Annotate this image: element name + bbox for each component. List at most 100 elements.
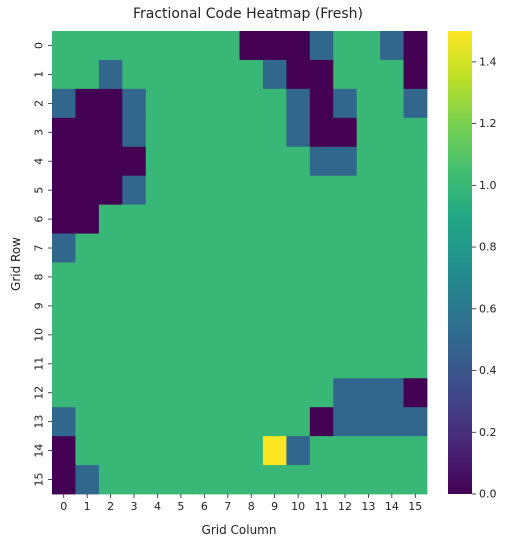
heatmap-cell	[98, 146, 123, 177]
heatmap-cell	[98, 117, 123, 148]
x-tick-label: 4	[154, 500, 161, 513]
heatmap-cell	[239, 175, 264, 206]
heatmap-cell	[122, 262, 147, 292]
heatmap-cell	[216, 291, 240, 321]
heatmap-cell	[145, 262, 170, 292]
heatmap-cell	[309, 262, 334, 292]
x-tick-label: 10	[291, 500, 305, 513]
x-tick-label: 9	[271, 500, 278, 513]
heatmap-cell	[380, 59, 404, 90]
y-tick-label: 8	[33, 273, 46, 280]
heatmap-cell	[380, 465, 404, 495]
x-tick-label: 15	[408, 500, 422, 513]
heatmap-cell	[403, 436, 428, 466]
heatmap-cell	[75, 407, 100, 437]
heatmap-cell	[286, 204, 311, 234]
heatmap-cell	[356, 204, 381, 234]
heatmap-cell	[333, 378, 358, 408]
x-axis-ticks: 0 1 2 3 4 5 6 7 8 9 10 11 12 13 14 15	[60, 494, 422, 513]
heatmap-cell	[403, 262, 428, 292]
heatmap-cell	[380, 204, 404, 234]
y-tick-label: 0	[33, 42, 46, 49]
heatmap-cell	[286, 59, 311, 90]
heatmap-cell	[75, 262, 100, 292]
heatmap-cell	[403, 175, 428, 206]
heatmap-cell	[262, 59, 287, 90]
heatmap-cell	[98, 233, 123, 263]
heatmap-cell	[216, 349, 240, 379]
heatmap-cell	[380, 349, 404, 379]
heatmap-cell	[169, 88, 194, 119]
heatmap-cell	[239, 262, 264, 292]
heatmap-cell	[169, 175, 194, 206]
heatmap-cell	[75, 146, 100, 177]
colorbar-tick-label: 0.2	[479, 426, 497, 439]
heatmap-cell	[75, 88, 100, 119]
heatmap-cell	[333, 262, 358, 292]
heatmap-cell	[192, 262, 217, 292]
heatmap-cell	[216, 59, 240, 90]
heatmap-cell	[356, 378, 381, 408]
heatmap-cell	[192, 407, 217, 437]
heatmap-cell	[75, 59, 100, 90]
heatmap-cell	[169, 320, 194, 350]
chart-title: Fractional Code Heatmap (Fresh)	[133, 6, 363, 22]
heatmap-cells	[52, 31, 428, 495]
heatmap-cell	[122, 233, 147, 263]
heatmap-cell	[75, 31, 100, 61]
heatmap-cell	[98, 262, 123, 292]
heatmap-cell	[52, 31, 76, 61]
y-tick-label: 9	[33, 302, 46, 309]
heatmap-cell	[286, 465, 311, 495]
heatmap-cell	[145, 233, 170, 263]
heatmap-cell	[309, 436, 334, 466]
heatmap-cell	[192, 436, 217, 466]
y-tick-label: 12	[33, 386, 46, 400]
heatmap-cell	[380, 291, 404, 321]
heatmap-cell	[380, 31, 404, 61]
heatmap-cell	[262, 320, 287, 350]
heatmap-cell	[75, 117, 100, 148]
heatmap-cell	[333, 233, 358, 263]
heatmap-cell	[286, 291, 311, 321]
heatmap-cell	[169, 146, 194, 177]
heatmap-cell	[333, 349, 358, 379]
heatmap-cell	[122, 349, 147, 379]
heatmap-cell	[262, 117, 287, 148]
heatmap-cell	[52, 59, 76, 90]
heatmap-cell	[52, 436, 76, 466]
x-tick-label: 13	[361, 500, 375, 513]
heatmap-cell	[98, 175, 123, 206]
heatmap-cell	[145, 291, 170, 321]
heatmap-cell	[380, 175, 404, 206]
heatmap-cell	[403, 291, 428, 321]
heatmap-cell	[309, 31, 334, 61]
heatmap-cell	[75, 291, 100, 321]
y-tick-label: 11	[33, 357, 46, 371]
heatmap-cell	[52, 262, 76, 292]
y-tick-label: 6	[33, 216, 46, 223]
heatmap-cell	[309, 204, 334, 234]
heatmap-cell	[145, 117, 170, 148]
heatmap-cell	[403, 146, 428, 177]
heatmap-cell	[145, 465, 170, 495]
heatmap-cell	[169, 262, 194, 292]
heatmap-cell	[333, 407, 358, 437]
heatmap-cell	[145, 175, 170, 206]
heatmap-cell	[239, 291, 264, 321]
y-tick-label: 13	[33, 415, 46, 429]
heatmap-cell	[192, 204, 217, 234]
heatmap-cell	[122, 378, 147, 408]
colorbar-ticks: 0.0 0.2 0.4 0.6 0.8 1.0 1.2 1.4	[472, 55, 497, 501]
y-tick-label: 15	[33, 473, 46, 487]
heatmap-cell	[403, 465, 428, 495]
heatmap-cell	[145, 59, 170, 90]
heatmap-cell	[52, 117, 76, 148]
x-tick-label: 1	[84, 500, 91, 513]
heatmap-cell	[262, 31, 287, 61]
heatmap-cell	[145, 88, 170, 119]
colorbar-tick-label: 0.6	[479, 302, 497, 315]
heatmap-cell	[356, 88, 381, 119]
